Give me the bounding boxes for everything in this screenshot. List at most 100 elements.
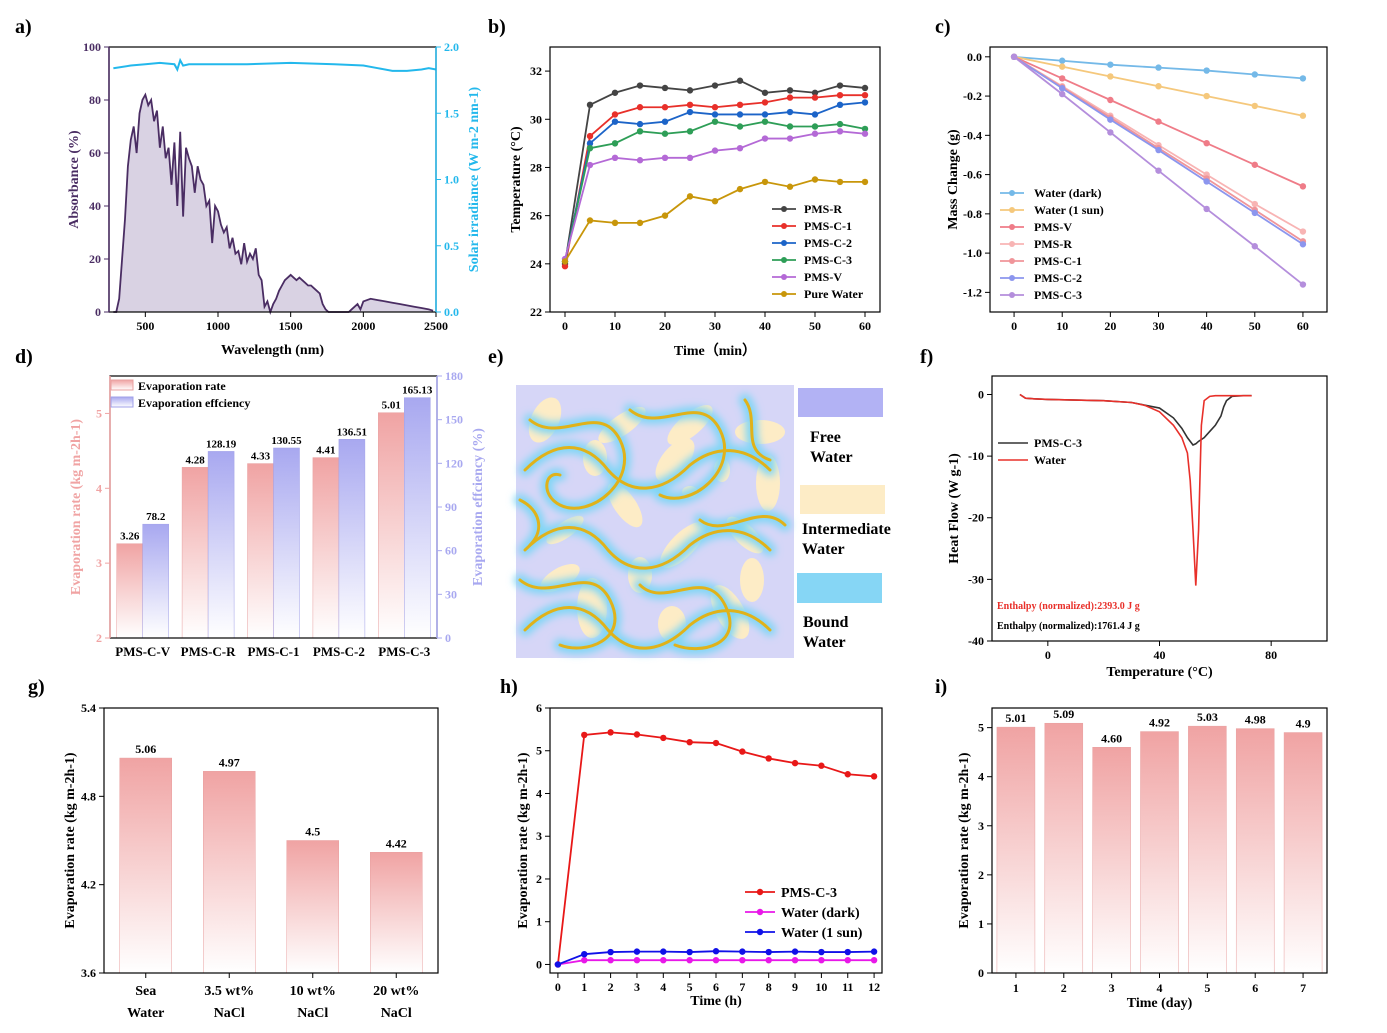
d-category-label: PMS-C-V [115, 644, 170, 659]
b-xtick-label: 30 [709, 319, 721, 333]
h-ytick-label: 4 [536, 786, 542, 800]
b-ytick-label: 30 [530, 112, 542, 126]
f-ylabel: Heat Flow (W g-1) [947, 453, 962, 564]
series-point-Water (1 sun) [844, 948, 851, 956]
f-ytick-label: -30 [968, 572, 984, 586]
a-ytick-label: 1.0 [444, 173, 459, 187]
legend-marker-Water (dark) [756, 908, 764, 916]
series-point-PMS-C-1 [761, 99, 769, 106]
bar-label-cycle: 5.09 [1053, 707, 1074, 721]
a-ytick-label: 20 [89, 252, 101, 266]
h-ytick-label: 1 [536, 915, 542, 929]
bar-label-rate: 4.33 [251, 451, 271, 463]
h-xtick-label: 2 [608, 980, 614, 994]
legend-label-bound-water-1: Bound [803, 614, 848, 631]
series-point-Pure Water [586, 217, 594, 224]
series-point-PMS-C-3 [1059, 90, 1066, 98]
series-point-PMS-V [611, 154, 619, 162]
series-point-PMS-V [1155, 118, 1162, 125]
series-point-PMS-C-1 [636, 104, 644, 111]
b-ytick-label: 24 [530, 257, 542, 271]
bar-evaporation-rate [181, 467, 209, 639]
bar-label-cycle: 4.92 [1149, 716, 1170, 730]
bar-evaporation-efficiency [404, 397, 431, 639]
b-ytick-label: 22 [530, 305, 542, 319]
series-point-Water (1 sun) [633, 948, 641, 955]
d-ytick-label: 3 [96, 556, 102, 570]
series-point-PMS-R [686, 87, 694, 94]
legend-marker-Water (dark) [1009, 190, 1015, 196]
f-xtick-label: 0 [1045, 648, 1051, 662]
h-xtick-label: 0 [555, 980, 561, 994]
i-xtick-label: 7 [1300, 981, 1306, 995]
bar-label-salinity: 4.5 [305, 825, 320, 839]
legend-label-PMS-R: PMS-R [804, 202, 842, 216]
legend-label-PMS-C-1: PMS-C-1 [1034, 254, 1082, 268]
series-point-Water (dark) [686, 956, 693, 964]
legend-label-Water (dark): Water (dark) [1034, 186, 1101, 200]
legend-label-bound-water-2: Water [803, 634, 846, 651]
series-point-PMS-V [811, 130, 819, 137]
series-point-PMS-R [761, 89, 769, 96]
solar-irradiance-line [113, 57, 437, 73]
series-point-PMS-C-3 [712, 739, 720, 747]
d-ylabel: Evaporation rate (kg m-2h-1) [69, 419, 84, 595]
series-point-PMS-C-3 [1010, 53, 1018, 61]
d-y2label: Evaporation effciency (%) [471, 428, 486, 586]
legend-label-PMS-R: PMS-R [1034, 237, 1072, 251]
series-point-PMS-C-1 [811, 94, 819, 101]
i-xtick-label: 6 [1252, 981, 1258, 995]
series-point-PMS-C-3 [786, 123, 794, 130]
series-point-Water (1 sun) [554, 961, 562, 968]
legend-marker-Pure Water [781, 291, 787, 297]
c-xtick-label: 10 [1056, 319, 1068, 333]
series-point-PMS-C-1 [711, 104, 719, 111]
series-point-PMS-R [586, 101, 594, 109]
series-point-PMS-C-1 [861, 91, 869, 99]
panel-label-f: f) [920, 346, 933, 368]
series-point-PMS-V [1059, 75, 1066, 82]
series-point-PMS-R [711, 82, 719, 89]
series-point-PMS-R [811, 89, 819, 96]
bar-salinity [203, 771, 256, 974]
series-point-PMS-C-2 [1299, 241, 1307, 248]
series-point-PMS-C-3 [633, 731, 641, 738]
bar-label-rate: 4.28 [185, 454, 205, 466]
a-ytick-label: 60 [89, 146, 101, 160]
legend-label-PMS-C-3: PMS-C-3 [1034, 288, 1082, 302]
bar-label-cycle: 5.03 [1197, 710, 1218, 724]
b-ytick-label: 28 [530, 160, 542, 174]
legend-label-PMS-C-1: PMS-C-1 [804, 219, 852, 233]
i-xtick-label: 3 [1109, 981, 1115, 995]
series-point-Water (1 sun) [1059, 63, 1066, 70]
series-point-Water (1 sun) [1299, 112, 1307, 119]
series-point-Pure Water [786, 183, 794, 190]
series-point-PMS-C-3 [844, 771, 851, 778]
series-point-PMS-C-1 [561, 263, 569, 270]
h-xtick-label: 9 [792, 980, 798, 994]
series-point-PMS-V [1299, 183, 1307, 190]
b-xtick-label: 10 [609, 319, 621, 333]
d-ytick-label: 120 [445, 456, 463, 470]
series-line-Water [1019, 393, 1252, 586]
absorbance-area [113, 94, 434, 312]
series-point-Pure Water [561, 258, 569, 265]
legend-marker-PMS-C-3 [1009, 292, 1015, 298]
panel-label-i: i) [935, 676, 947, 698]
series-point-PMS-C-3 [811, 123, 819, 130]
h-ytick-label: 3 [536, 829, 542, 843]
h-xtick-label: 5 [687, 980, 693, 994]
bar-label-salinity: 5.06 [135, 742, 156, 756]
legend-label-Water: Water [1034, 453, 1067, 467]
series-point-PMS-C-3 [870, 773, 878, 780]
series-point-Pure Water [636, 219, 644, 227]
series-point-Water (1 sun) [686, 948, 693, 956]
bar-label-rate: 5.01 [382, 400, 401, 412]
h-xtick-label: 4 [660, 980, 666, 994]
series-point-PMS-C-2 [761, 111, 769, 118]
series-point-Water (dark) [607, 956, 614, 964]
bar-salinity [119, 757, 172, 974]
legend-label-Water (1 sun): Water (1 sun) [1034, 203, 1104, 217]
